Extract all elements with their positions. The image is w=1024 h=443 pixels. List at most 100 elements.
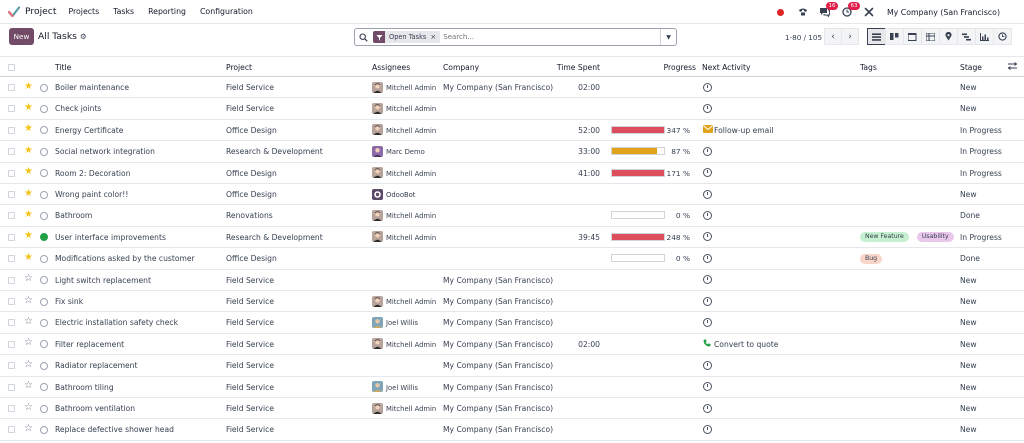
row-checkbox[interactable] (8, 212, 15, 220)
activity-clock-icon[interactable] (703, 360, 712, 370)
status-circle-icon[interactable] (40, 361, 48, 370)
status-circle-icon[interactable] (40, 318, 48, 327)
search-icon[interactable] (355, 32, 371, 42)
status-circle-icon[interactable] (40, 126, 48, 135)
table-row[interactable]: ☆ Bathroom ventilation Field Service Mitche… (0, 398, 1024, 420)
email-icon[interactable] (703, 124, 713, 135)
priority-star-icon[interactable]: ☆ (24, 358, 33, 370)
select-all-checkbox[interactable] (8, 63, 15, 71)
priority-star-icon[interactable]: ★ (24, 251, 33, 263)
table-row[interactable]: ☆ Filter replacement Field Service Mitchell… (0, 334, 1024, 356)
row-checkbox[interactable] (8, 298, 15, 305)
priority-star-icon[interactable]: ★ (24, 144, 33, 156)
row-checkbox[interactable] (8, 191, 15, 198)
activity-clock-icon[interactable] (703, 275, 712, 285)
gear-icon[interactable]: ⚙ (79, 32, 87, 41)
priority-star-icon[interactable]: ☆ (24, 273, 33, 285)
avatar[interactable] (372, 102, 383, 114)
project-app-logo-icon[interactable] (8, 5, 20, 18)
avatar[interactable] (372, 316, 383, 328)
menu-configuration[interactable]: Configuration (199, 7, 253, 16)
status-circle-icon[interactable] (40, 297, 48, 306)
avatar[interactable] (372, 209, 383, 221)
table-row[interactable]: ★ Bathroom Renovations Mitchell Admin 0 % Don… (0, 205, 1024, 227)
activity-clock-icon[interactable] (703, 296, 712, 306)
company-switcher[interactable]: My Company (San Francisco) (886, 7, 1000, 17)
app-name[interactable]: Project (25, 6, 57, 17)
avatar[interactable] (372, 81, 383, 93)
priority-star-icon[interactable]: ★ (24, 80, 33, 92)
table-row[interactable]: ☆ Bathroom tiling Field Service Joel Willis… (0, 377, 1024, 398)
priority-star-icon[interactable]: ★ (24, 123, 33, 135)
status-circle-icon[interactable] (40, 83, 48, 92)
messages-icon[interactable]: 16 (819, 2, 838, 18)
avatar[interactable] (372, 231, 383, 243)
row-checkbox[interactable] (8, 105, 15, 113)
pager-previous-button[interactable]: ‹ (824, 28, 842, 45)
table-row[interactable]: ★ Boiler maintenance Field Service Mitchell… (0, 77, 1024, 99)
optional-columns-toggle-icon[interactable] (1007, 62, 1018, 72)
column-assignees[interactable]: Assignees (372, 63, 411, 72)
next-activity-label[interactable]: Follow-up email (714, 125, 774, 135)
priority-star-icon[interactable]: ★ (24, 230, 33, 242)
row-checkbox[interactable] (8, 84, 15, 91)
priority-star-icon[interactable]: ★ (24, 187, 33, 199)
row-checkbox[interactable] (8, 126, 15, 134)
activity-clock-icon[interactable] (703, 253, 712, 263)
graph-view-icon[interactable] (975, 28, 994, 45)
status-circle-icon[interactable] (40, 190, 48, 199)
row-checkbox[interactable] (8, 276, 15, 284)
row-checkbox[interactable] (8, 362, 15, 370)
status-circle-icon[interactable] (40, 425, 48, 434)
row-checkbox[interactable] (8, 340, 15, 348)
activity-clock-icon[interactable] (703, 317, 712, 327)
activity-clock-icon[interactable] (703, 210, 712, 220)
avatar[interactable] (372, 381, 383, 393)
column-company[interactable]: Company (443, 63, 480, 72)
priority-star-icon[interactable]: ☆ (24, 422, 33, 434)
activity-clock-icon[interactable] (703, 168, 712, 178)
next-activity-label[interactable]: Convert to quote (714, 339, 779, 349)
priority-star-icon[interactable]: ★ (24, 101, 33, 113)
row-checkbox[interactable] (8, 148, 15, 156)
pager-next-button[interactable]: › (841, 28, 859, 45)
table-row[interactable]: ☆ Replace defective shower head Field Serv… (0, 419, 1024, 441)
column-title[interactable]: Title (55, 63, 72, 72)
avatar[interactable] (372, 167, 383, 179)
search-input[interactable] (443, 31, 660, 43)
avatar[interactable] (372, 124, 383, 136)
activities-clock-icon[interactable]: 63 (841, 2, 860, 18)
status-circle-icon[interactable] (40, 276, 48, 285)
activity-clock-icon[interactable] (703, 382, 712, 392)
status-circle-icon[interactable] (40, 147, 48, 156)
table-row[interactable]: ★ Check joints Field Service Mitchell Admin… (0, 98, 1024, 120)
activity-clock-icon[interactable] (703, 82, 712, 92)
activity-view-icon[interactable] (993, 28, 1012, 45)
activity-clock-icon[interactable] (703, 403, 712, 413)
row-checkbox[interactable] (8, 319, 15, 327)
activity-clock-icon[interactable] (703, 232, 712, 242)
avatar[interactable] (372, 295, 383, 307)
table-row[interactable]: ☆ Fix sink Field Service Mitchell Admin My C… (0, 291, 1024, 313)
table-row[interactable]: ★ Room 2: Decoration Office Design Mitchell… (0, 163, 1024, 184)
table-row[interactable]: ☆ Radiator replacement Field Service My Com… (0, 355, 1024, 377)
row-checkbox[interactable] (8, 255, 15, 263)
avatar[interactable] (372, 402, 383, 414)
priority-star-icon[interactable]: ★ (24, 208, 33, 220)
kanban-view-icon[interactable] (885, 28, 904, 45)
pager-value[interactable]: 1-80 / 105 (785, 33, 823, 42)
row-checkbox[interactable] (8, 233, 15, 241)
avatar[interactable] (372, 145, 383, 157)
priority-star-icon[interactable]: ☆ (24, 401, 33, 413)
new-button[interactable]: New (9, 28, 34, 45)
menu-projects[interactable]: Projects (68, 7, 100, 16)
table-row[interactable]: ★ Wrong paint color!! Office Design OdooBot… (0, 184, 1024, 206)
column-project[interactable]: Project (226, 63, 252, 72)
menu-tasks[interactable]: Tasks (113, 7, 135, 16)
status-circle-icon[interactable] (40, 104, 48, 113)
column-time-spent[interactable]: Time Spent (556, 63, 600, 72)
gantt-view-icon[interactable] (957, 28, 976, 45)
status-circle-icon[interactable] (40, 340, 48, 349)
table-row[interactable]: ★ Social network integration Research & De… (0, 141, 1024, 163)
priority-star-icon[interactable]: ☆ (24, 315, 33, 327)
